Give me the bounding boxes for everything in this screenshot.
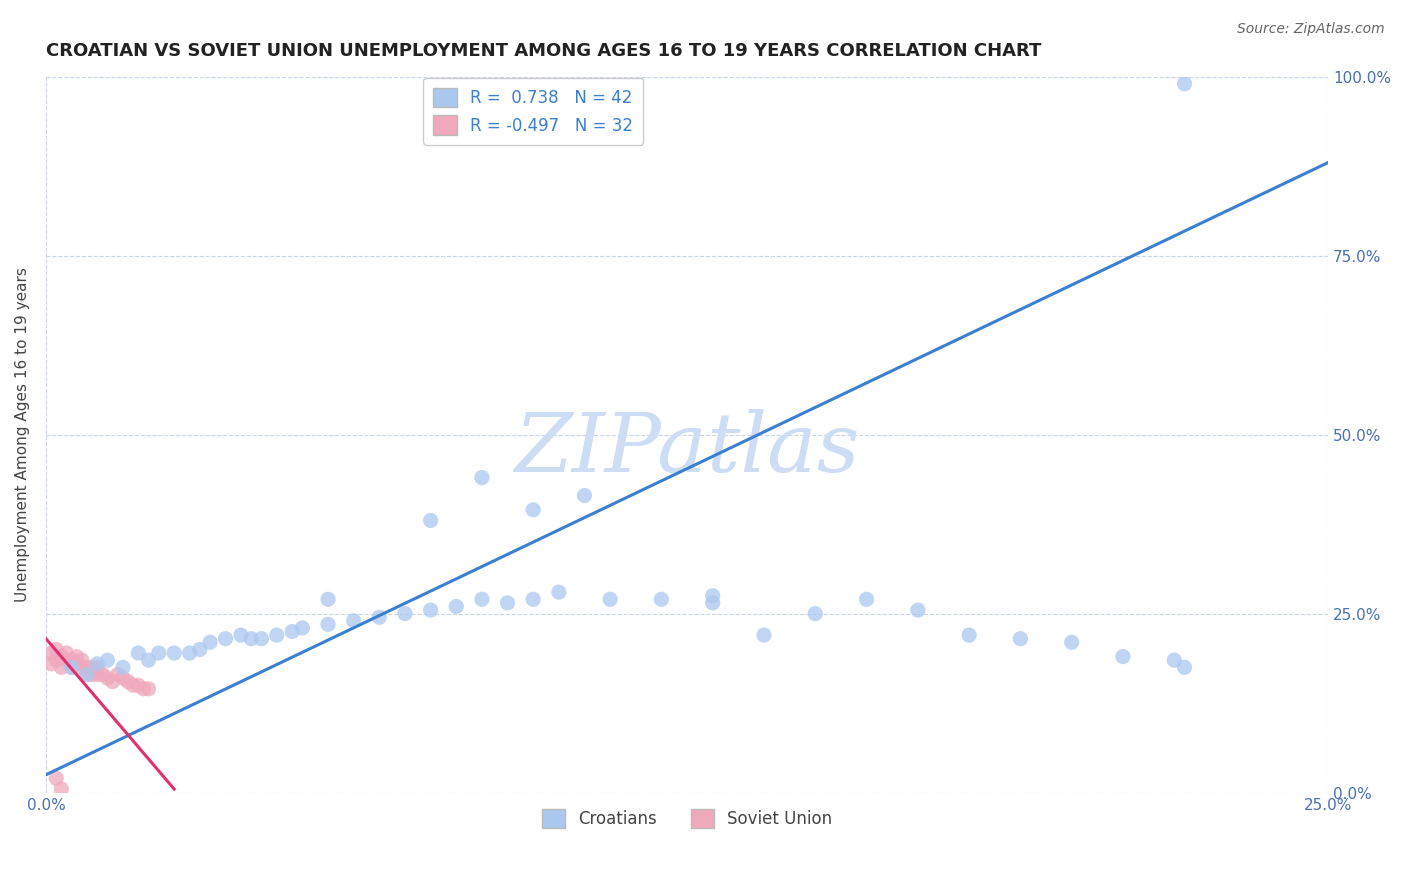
Point — [240, 632, 263, 646]
Point — [138, 653, 160, 667]
Point — [419, 514, 441, 528]
Point — [163, 646, 186, 660]
Point — [855, 592, 877, 607]
Point — [66, 657, 89, 671]
Point — [66, 649, 89, 664]
Point — [55, 646, 77, 660]
Point — [60, 653, 83, 667]
Point — [419, 603, 441, 617]
Point — [650, 592, 672, 607]
Text: CROATIAN VS SOVIET UNION UNEMPLOYMENT AMONG AGES 16 TO 19 YEARS CORRELATION CHAR: CROATIAN VS SOVIET UNION UNEMPLOYMENT AM… — [46, 42, 1042, 60]
Point — [51, 782, 73, 797]
Point — [76, 667, 98, 681]
Point — [70, 653, 93, 667]
Point — [471, 470, 494, 484]
Point — [907, 603, 929, 617]
Legend: Croatians, Soviet Union: Croatians, Soviet Union — [536, 802, 839, 834]
Point — [60, 660, 83, 674]
Point — [51, 649, 73, 664]
Point — [266, 628, 288, 642]
Point — [111, 671, 134, 685]
Point — [522, 503, 544, 517]
Point — [702, 596, 724, 610]
Point — [957, 628, 980, 642]
Point — [111, 660, 134, 674]
Point — [574, 488, 596, 502]
Point — [522, 592, 544, 607]
Point — [1163, 653, 1185, 667]
Point — [39, 646, 62, 660]
Point — [316, 592, 339, 607]
Point — [368, 610, 391, 624]
Point — [229, 628, 252, 642]
Text: ZIPatlas: ZIPatlas — [515, 409, 860, 489]
Point — [101, 674, 124, 689]
Point — [96, 671, 118, 685]
Point — [394, 607, 416, 621]
Point — [752, 628, 775, 642]
Point — [86, 660, 108, 674]
Point — [117, 674, 139, 689]
Point — [1173, 660, 1195, 674]
Point — [702, 589, 724, 603]
Point — [82, 660, 104, 674]
Point — [45, 772, 67, 786]
Point — [281, 624, 304, 639]
Point — [148, 646, 170, 660]
Point — [127, 678, 149, 692]
Point — [1112, 649, 1135, 664]
Point — [60, 660, 83, 674]
Text: Source: ZipAtlas.com: Source: ZipAtlas.com — [1237, 22, 1385, 37]
Point — [86, 667, 108, 681]
Point — [39, 657, 62, 671]
Point — [82, 667, 104, 681]
Point — [250, 632, 273, 646]
Point — [804, 607, 827, 621]
Point — [86, 657, 108, 671]
Point — [214, 632, 236, 646]
Point — [107, 667, 129, 681]
Point — [1173, 77, 1195, 91]
Point — [76, 667, 98, 681]
Point — [198, 635, 221, 649]
Y-axis label: Unemployment Among Ages 16 to 19 years: Unemployment Among Ages 16 to 19 years — [15, 268, 30, 602]
Point — [471, 592, 494, 607]
Point — [45, 653, 67, 667]
Point — [547, 585, 569, 599]
Point — [1060, 635, 1083, 649]
Point — [76, 660, 98, 674]
Point — [599, 592, 621, 607]
Point — [132, 681, 155, 696]
Point — [316, 617, 339, 632]
Point — [55, 653, 77, 667]
Point — [96, 653, 118, 667]
Point — [179, 646, 201, 660]
Point — [91, 667, 114, 681]
Point — [496, 596, 519, 610]
Point — [122, 678, 145, 692]
Point — [188, 642, 211, 657]
Point — [343, 614, 366, 628]
Point — [1010, 632, 1032, 646]
Point — [45, 642, 67, 657]
Point — [70, 660, 93, 674]
Point — [446, 599, 468, 614]
Point — [51, 660, 73, 674]
Point — [138, 681, 160, 696]
Point — [291, 621, 314, 635]
Point — [127, 646, 149, 660]
